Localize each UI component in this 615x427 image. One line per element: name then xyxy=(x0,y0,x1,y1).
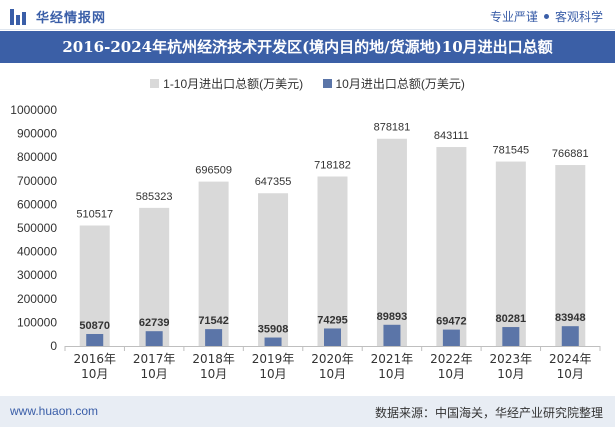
data-label-total: 647355 xyxy=(255,176,292,188)
data-label-month: 50870 xyxy=(79,320,110,332)
data-label-month: 62739 xyxy=(139,317,170,329)
legend-item-total: 1-10月进出口总额(万美元) xyxy=(150,75,303,92)
y-tick-label: 600000 xyxy=(17,197,57,211)
slogan: 专业严谨 客观科学 xyxy=(490,8,603,25)
data-label-month: 35908 xyxy=(258,324,289,336)
brand-name: 华经情报网 xyxy=(36,10,107,25)
x-tick-label-month: 10月 xyxy=(438,367,465,381)
x-tick-label-year: 2021年 xyxy=(371,352,414,366)
bar-total xyxy=(258,193,289,346)
data-label-total: 878181 xyxy=(374,122,411,134)
y-tick-label: 300000 xyxy=(17,268,57,282)
bar-total xyxy=(317,176,348,346)
x-tick-label-month: 10月 xyxy=(378,367,405,381)
y-tick-label: 500000 xyxy=(17,221,57,235)
x-tick-label-year: 2022年 xyxy=(430,352,473,366)
footer: www.huaon.com 数据来源：中国海关，华经产业研究院整理 xyxy=(0,396,615,427)
bar-total xyxy=(139,207,170,346)
x-tick-label-year: 2023年 xyxy=(490,352,533,366)
bar-chart-logo-icon xyxy=(10,8,30,25)
data-label-month: 71542 xyxy=(198,315,229,327)
bar-total xyxy=(198,181,229,346)
x-tick-label-month: 10月 xyxy=(200,367,227,381)
x-tick-label-year: 2020年 xyxy=(311,352,354,366)
data-label-month: 83948 xyxy=(555,312,586,324)
x-tick-label-year: 2019年 xyxy=(252,352,295,366)
data-label-total: 696509 xyxy=(195,165,232,177)
footer-website[interactable]: www.huaon.com xyxy=(10,404,99,418)
dot-icon xyxy=(543,14,549,19)
bar-total xyxy=(555,165,586,346)
x-tick-label-year: 2016年 xyxy=(73,352,116,366)
bar-month xyxy=(442,329,460,346)
x-tick-label-year: 2018年 xyxy=(192,352,235,366)
y-tick-label: 100000 xyxy=(17,315,57,329)
x-tick-label-year: 2017年 xyxy=(133,352,176,366)
brand[interactable]: 华经情报网 xyxy=(10,7,106,26)
data-label-total: 843111 xyxy=(434,130,469,142)
legend-item-month: 10月进出口总额(万美元) xyxy=(322,75,465,92)
bar-month xyxy=(561,326,579,346)
bar-month xyxy=(383,324,401,346)
bar-total xyxy=(495,161,526,346)
bar-chart: 0 100000 200000 300000 400000 500000 600000 700… xyxy=(10,103,601,381)
data-label-total: 781545 xyxy=(492,145,529,157)
legend-label-month: 10月进出口总额(万美元) xyxy=(335,77,465,91)
bar-month xyxy=(86,333,104,346)
data-label-total: 510517 xyxy=(76,209,113,221)
x-tick-label-month: 10月 xyxy=(557,367,584,381)
legend-swatch-total xyxy=(150,79,160,88)
y-tick-label: 0 xyxy=(50,339,57,353)
slogan-left: 专业严谨 xyxy=(489,10,538,24)
x-tick-label-month: 10月 xyxy=(319,367,346,381)
top-bar: 华经情报网 专业严谨 客观科学 xyxy=(0,0,615,30)
x-tick-label-year: 2024年 xyxy=(549,352,592,366)
bar-total xyxy=(79,225,110,346)
bar-total xyxy=(436,147,467,346)
slogan-right: 客观科学 xyxy=(554,10,603,24)
x-tick-label-month: 10月 xyxy=(141,367,168,381)
bar-total xyxy=(376,138,407,346)
data-label-total: 718182 xyxy=(314,160,351,172)
y-tick-label: 800000 xyxy=(17,150,57,164)
bar-month xyxy=(324,328,341,346)
y-tick-label: 900000 xyxy=(17,127,57,141)
y-tick-label: 1000000 xyxy=(10,103,57,117)
data-label-month: 80281 xyxy=(496,313,527,325)
data-label-month: 89893 xyxy=(377,311,408,323)
chart-legend: 1-10月进出口总额(万美元) 10月进出口总额(万美元) xyxy=(0,75,615,92)
bar-month xyxy=(264,337,282,346)
legend-label-total: 1-10月进出口总额(万美元) xyxy=(163,77,304,91)
data-label-total: 585323 xyxy=(136,191,173,203)
y-tick-label: 700000 xyxy=(17,174,57,188)
x-tick-label-month: 10月 xyxy=(259,367,286,381)
data-label-month: 69472 xyxy=(436,316,467,328)
y-tick-label: 200000 xyxy=(17,292,57,306)
legend-swatch-month xyxy=(322,79,332,88)
footer-source: 数据来源：中国海关，华经产业研究院整理 xyxy=(374,406,603,420)
x-tick-label-month: 10月 xyxy=(81,367,108,381)
bar-month xyxy=(145,331,163,346)
data-label-month: 74295 xyxy=(317,314,348,326)
y-tick-label: 400000 xyxy=(17,245,57,259)
bar-month xyxy=(205,329,223,346)
bar-month xyxy=(502,327,520,346)
data-label-total: 766881 xyxy=(552,148,589,160)
x-tick-label-month: 10月 xyxy=(497,367,524,381)
chart-title: 2016-2024年杭州经济技术开发区(境内目的地/货源地)10月进出口总额 xyxy=(0,31,615,63)
